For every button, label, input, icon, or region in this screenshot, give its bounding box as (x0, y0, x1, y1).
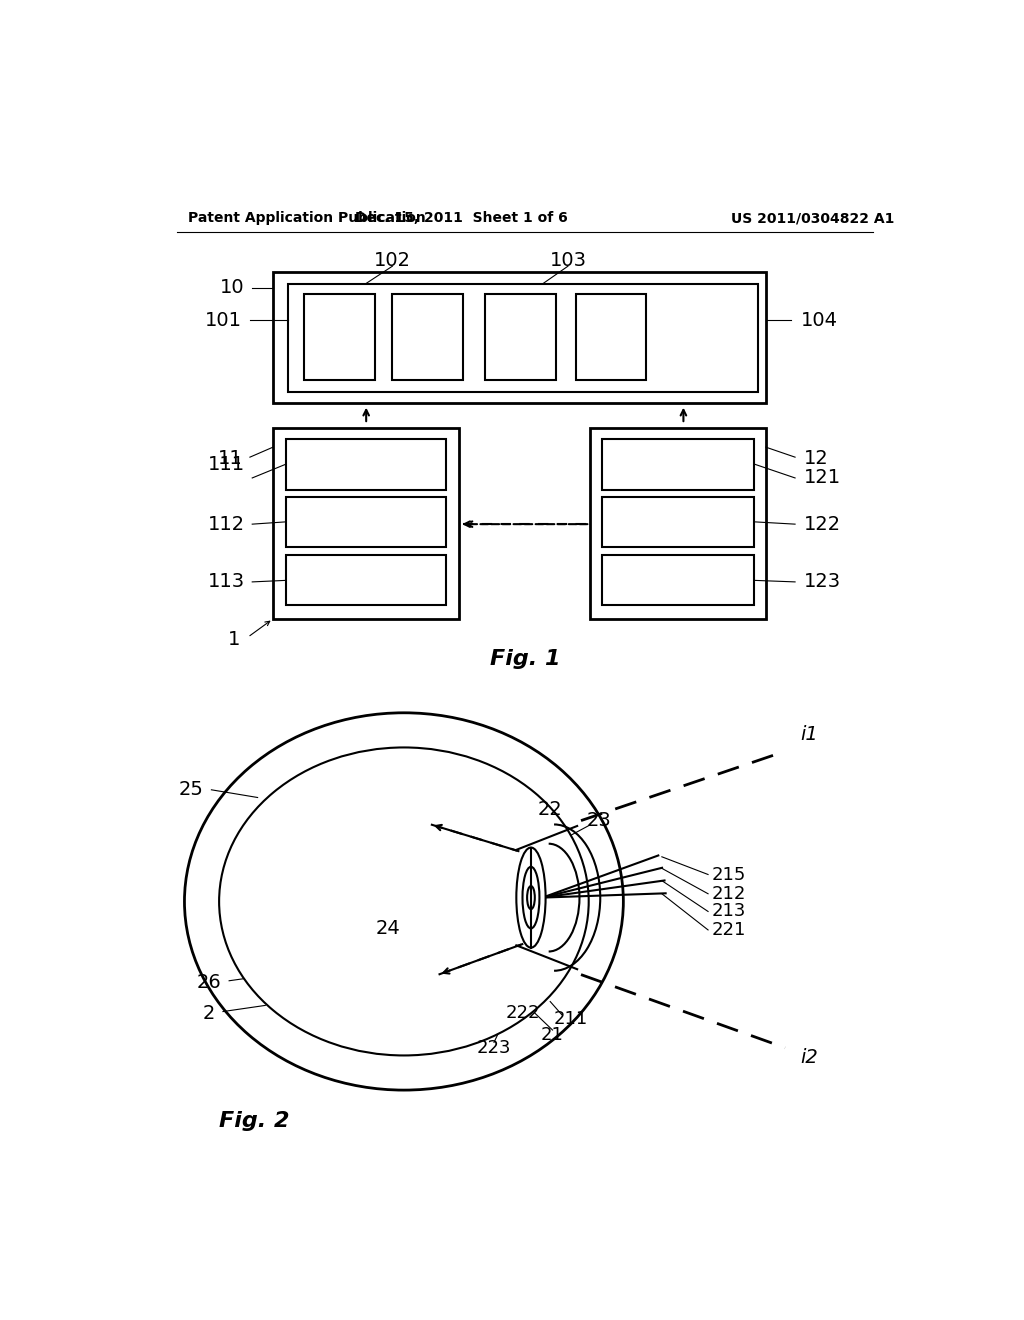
Text: 121: 121 (804, 469, 842, 487)
Text: 222: 222 (506, 1005, 541, 1022)
Text: 102: 102 (374, 251, 411, 271)
Text: 112: 112 (208, 515, 245, 533)
Text: 122: 122 (804, 515, 842, 533)
Bar (286, 440, 446, 490)
Bar (590, 428, 766, 619)
Text: 11: 11 (217, 449, 243, 469)
Text: 221: 221 (712, 921, 746, 939)
Bar (484, 294, 556, 380)
Text: i1: i1 (801, 725, 818, 744)
Text: US 2011/0304822 A1: US 2011/0304822 A1 (731, 211, 895, 226)
Ellipse shape (516, 847, 546, 948)
Text: 211: 211 (554, 1010, 588, 1028)
Text: 10: 10 (220, 279, 245, 297)
Text: 123: 123 (804, 573, 842, 591)
Bar (273, 428, 460, 619)
Bar (304, 294, 375, 380)
Ellipse shape (527, 886, 535, 909)
Bar (286, 554, 446, 605)
Text: 22: 22 (538, 800, 562, 818)
Text: Fig. 1: Fig. 1 (489, 649, 560, 669)
Text: 223: 223 (477, 1039, 511, 1057)
Text: 24: 24 (376, 919, 400, 939)
Text: 26: 26 (197, 973, 221, 991)
Bar (286, 498, 446, 548)
Text: Patent Application Publication: Patent Application Publication (188, 211, 426, 226)
Text: 1: 1 (227, 630, 240, 649)
Bar (392, 294, 463, 380)
Bar (602, 554, 755, 605)
Text: Fig. 2: Fig. 2 (218, 1111, 289, 1131)
Bar (289, 284, 758, 392)
Ellipse shape (522, 867, 540, 928)
Text: 104: 104 (801, 310, 838, 330)
Bar (602, 440, 755, 490)
Text: 101: 101 (205, 310, 242, 330)
Ellipse shape (219, 747, 589, 1056)
Text: 113: 113 (208, 573, 245, 591)
Text: 212: 212 (712, 884, 746, 903)
Bar (602, 498, 755, 548)
Text: 25: 25 (179, 780, 204, 800)
Bar (273, 272, 766, 404)
Text: 213: 213 (712, 903, 746, 920)
Text: 215: 215 (712, 866, 746, 883)
Text: 103: 103 (550, 251, 587, 271)
Text: 2: 2 (203, 1003, 215, 1023)
Bar (575, 294, 646, 380)
Text: i2: i2 (801, 1048, 818, 1068)
Ellipse shape (184, 713, 624, 1090)
Text: 111: 111 (208, 454, 245, 474)
Text: Dec. 15, 2011  Sheet 1 of 6: Dec. 15, 2011 Sheet 1 of 6 (355, 211, 568, 226)
Text: 21: 21 (541, 1026, 564, 1044)
Text: 12: 12 (804, 449, 829, 469)
Text: 23: 23 (587, 810, 611, 830)
